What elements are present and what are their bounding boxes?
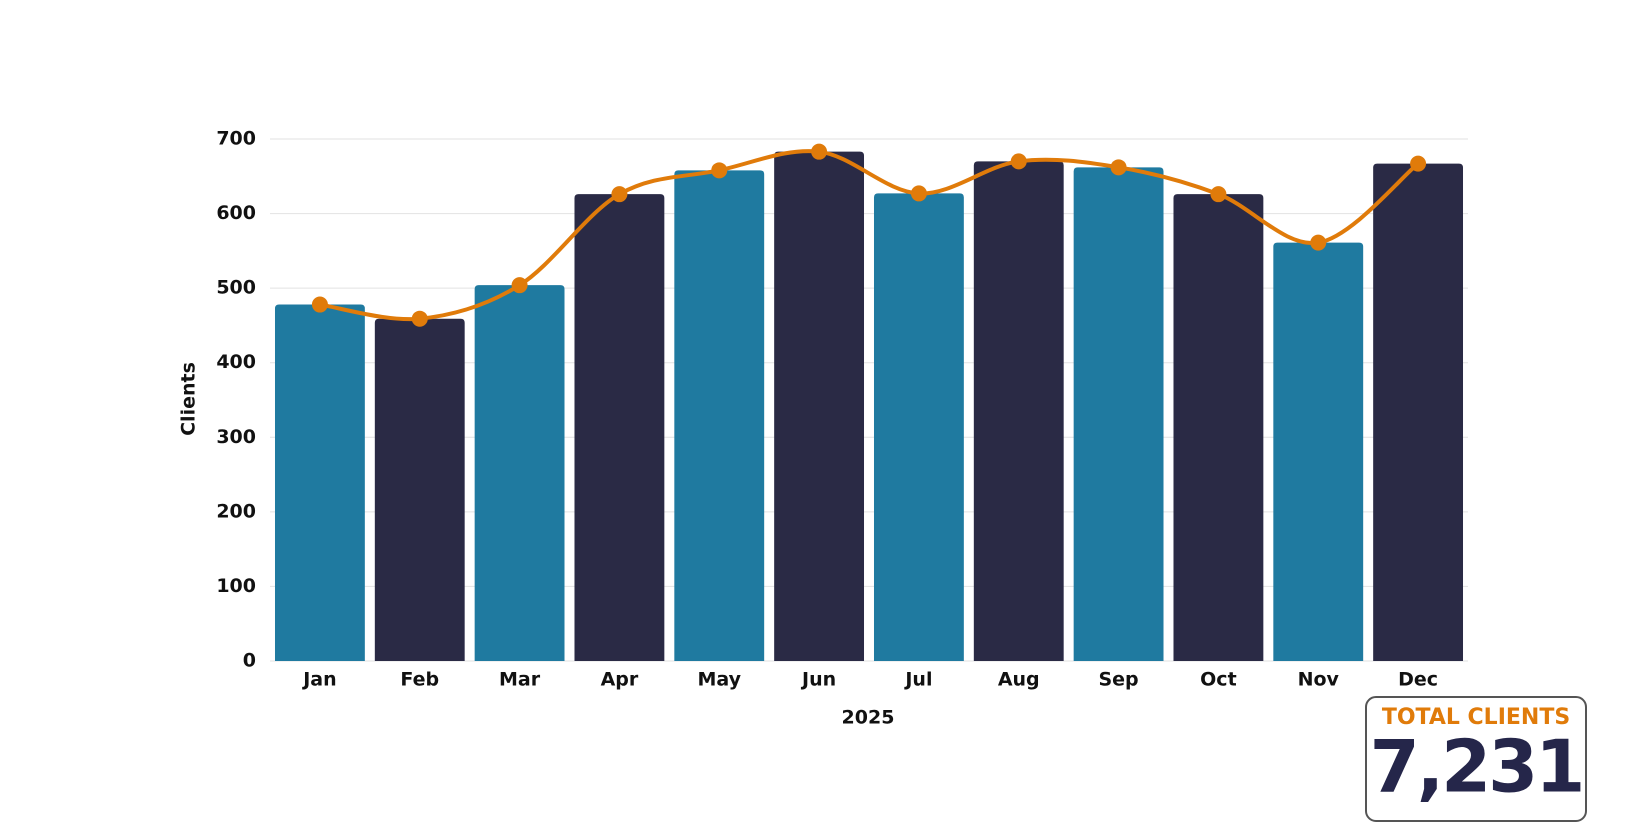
trend-point	[511, 277, 528, 294]
bar	[1173, 194, 1264, 661]
x-tick-label: Apr	[601, 669, 639, 691]
bar	[274, 304, 365, 661]
x-tick-label: Jun	[800, 669, 836, 691]
x-tick-label: Nov	[1298, 669, 1340, 691]
x-tick-label: Sep	[1098, 669, 1138, 691]
bar	[374, 318, 465, 661]
trend-point	[910, 185, 927, 202]
x-tick-label: Oct	[1200, 669, 1237, 691]
bar	[574, 194, 665, 661]
trend-point	[1210, 186, 1227, 203]
trend-point	[811, 143, 828, 160]
y-tick-label: 300	[216, 426, 256, 448]
trend-point	[1010, 153, 1027, 170]
trend-point	[1410, 155, 1427, 172]
trend-point	[711, 162, 728, 179]
x-tick-label: May	[697, 669, 741, 691]
total-card	[1365, 696, 1587, 822]
bar	[774, 151, 865, 662]
x-axis-label: 2025	[842, 707, 895, 729]
trend-point	[311, 296, 328, 313]
x-tick-label: Aug	[998, 669, 1040, 691]
bar	[474, 285, 565, 661]
bar	[1373, 163, 1464, 661]
bar	[973, 161, 1064, 661]
trend-point	[611, 186, 628, 203]
bar	[1273, 242, 1364, 661]
total-label: TOTAL CLIENTS	[1382, 705, 1570, 730]
y-tick-label: 100	[216, 575, 256, 597]
trend-point	[1310, 234, 1327, 251]
x-tick-label: Jan	[301, 669, 336, 691]
y-tick-label: 400	[216, 351, 256, 373]
y-axis-label: Clients	[178, 362, 200, 436]
bar	[1073, 167, 1164, 661]
total-value: 7,231	[1370, 725, 1583, 809]
x-tick-label: Feb	[400, 669, 439, 691]
bar	[873, 193, 964, 662]
y-tick-label: 0	[243, 650, 256, 672]
y-tick-label: 600	[216, 202, 256, 224]
y-tick-label: 500	[216, 277, 256, 299]
y-tick-label: 200	[216, 500, 256, 522]
bar	[674, 170, 765, 661]
y-tick-label: 700	[216, 128, 256, 150]
trend-point	[1110, 159, 1127, 176]
trend-point	[411, 310, 428, 327]
x-tick-label: Mar	[499, 669, 541, 691]
x-tick-label: Dec	[1398, 669, 1438, 691]
x-tick-label: Jul	[903, 669, 932, 691]
